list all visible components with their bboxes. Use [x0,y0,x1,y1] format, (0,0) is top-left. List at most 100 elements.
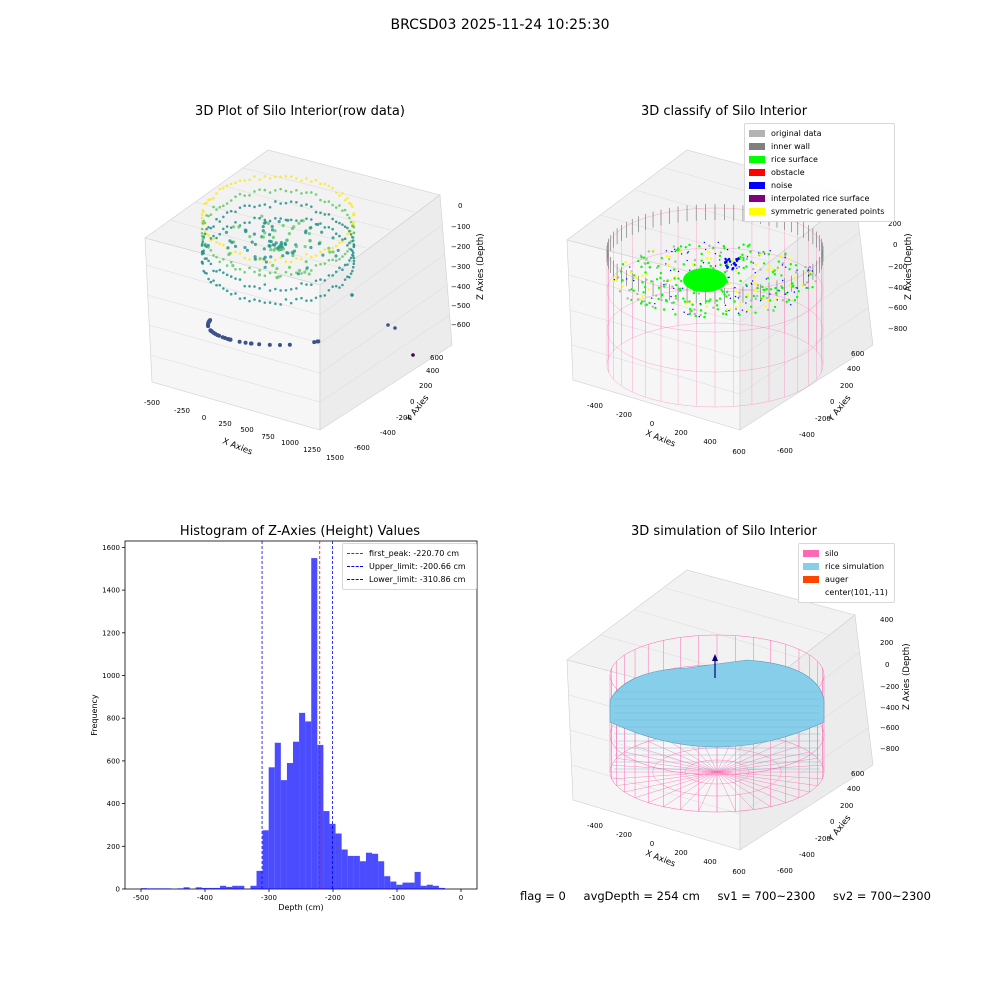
raw-point [238,267,242,271]
raw-point [234,277,237,280]
raw-point [352,231,356,235]
symmetric-generated-points-point [669,279,673,282]
histogram-bar [213,887,221,889]
original-data-point [671,285,674,288]
raw-point [352,243,356,246]
raw-point [218,205,222,209]
rice-surface-point [640,300,644,303]
rice-surface-point [691,303,694,306]
raw-point [310,205,313,208]
raw-point [317,242,321,246]
raw-point [305,217,308,220]
silo-floor-spoke [716,746,800,773]
rice-surface-point [780,274,783,277]
raw-point [231,263,235,268]
raw-point-cloud [200,175,415,357]
noise-point [807,269,810,271]
simulation-xtick: 0 [650,840,654,848]
raw-point [310,283,313,287]
noise-point [677,270,680,273]
raw-outlier-point [350,293,354,297]
raw-point [212,225,215,228]
original-data-point [667,257,671,261]
histogram-bar [177,888,184,889]
raw-point [341,240,344,244]
raw-point [263,175,267,178]
rice-surface-point [632,274,636,277]
raw-point [352,262,356,266]
raw-point [248,178,251,182]
raw-point [274,189,277,192]
noise-point [807,274,810,277]
rice-surface-point [785,300,788,304]
raw-point [305,299,308,302]
raw-point [338,221,341,225]
rice-surface-point [715,299,719,302]
noise-point [754,271,756,274]
classify-legend: original data inner wall rice surface obsta… [744,123,895,222]
rice-surface-point [675,283,678,287]
raw-point [248,204,251,207]
raw-point [224,230,229,234]
raw-ytick: -400 [380,429,396,437]
noise-point [687,251,690,253]
raw-point [351,235,354,239]
raw-point [253,255,257,259]
raw-point [262,257,266,261]
raw-point [303,270,307,274]
rice-surface-point [682,297,685,300]
simulation-legend: silo rice simulation auger center(101,-11) [798,543,895,603]
histogram-bar [286,763,293,889]
raw-point [343,208,347,212]
noise-point [613,278,616,281]
rice-surface-point [640,265,643,269]
raw-point [348,275,351,279]
silo-floor-spoke [716,771,786,803]
raw-point [263,265,267,269]
raw-point [268,233,272,237]
raw-point [323,226,327,229]
raw-point [248,284,251,288]
raw-point [331,227,334,231]
noise-point [793,291,796,293]
raw-point [253,205,256,209]
raw-point [209,239,213,242]
raw-point [237,339,242,344]
classify-ytick: 600 [851,350,864,358]
classify-ztick: 0 [893,241,897,249]
raw-ytick: 200 [419,382,432,390]
rice-surface-point [793,298,797,302]
raw-point [273,247,277,251]
raw-point [212,279,215,282]
rice-surface-point [660,256,663,260]
raw-point [263,218,267,222]
raw-point [212,254,215,257]
raw-point [222,258,225,261]
raw-point [212,234,215,238]
raw-point [279,303,282,306]
symmetric-generated-points-point [647,288,651,291]
original-data-point [616,276,620,279]
original-data-point [642,300,646,303]
raw-point [206,320,211,325]
raw-point [348,229,351,233]
raw-point [279,247,283,251]
rice-surface-point [742,266,745,270]
original-data-point [784,254,787,257]
simulation-ztick: −400 [880,704,899,712]
rice-surface-point [698,245,701,248]
rice-surface-point [756,286,759,290]
original-data-point [738,291,741,295]
raw-point [314,193,318,196]
raw-point [307,232,311,236]
original-data-point [644,262,647,266]
simulation-xtick: 600 [732,868,745,876]
raw-point [207,234,210,237]
rice-surface-point [705,300,708,303]
x-tick-label: -200 [325,894,341,902]
raw-point [268,219,272,223]
histogram-bar [226,886,233,889]
histogram-bar [426,884,433,889]
figure-title: BRCSD03 2025-11-24 10:25:30 [390,17,610,33]
histogram-bar [353,855,360,889]
